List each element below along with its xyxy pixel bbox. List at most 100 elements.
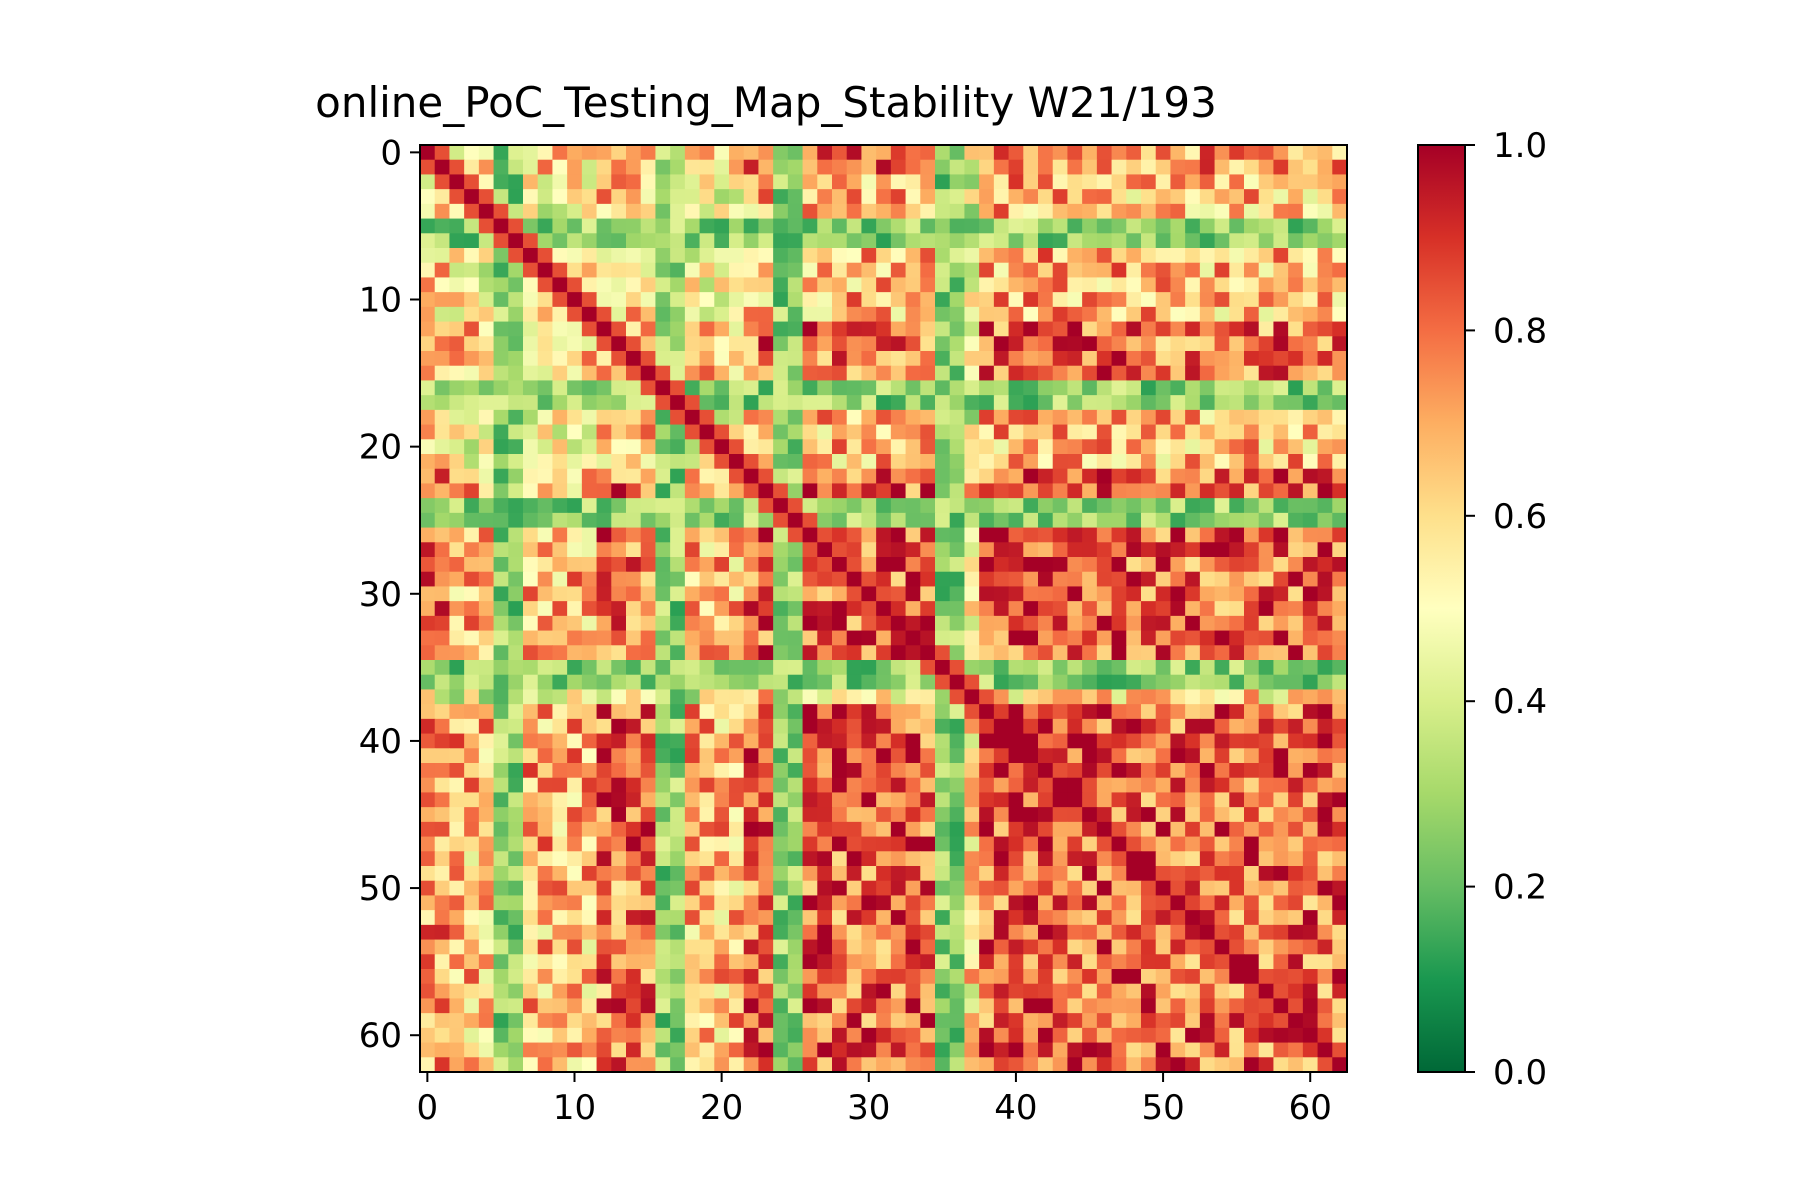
- heatmap-cell: [1141, 189, 1157, 205]
- heatmap-cell: [508, 424, 524, 440]
- heatmap-cell: [920, 689, 936, 705]
- heatmap-cell: [464, 924, 480, 941]
- heatmap-cell: [964, 351, 980, 367]
- heatmap-cell: [714, 851, 730, 867]
- heatmap-cell: [508, 262, 524, 279]
- heatmap-cell: [1126, 365, 1142, 382]
- heatmap-cell: [449, 365, 465, 382]
- heatmap-cell: [1052, 454, 1069, 470]
- heatmap-cell: [434, 306, 451, 323]
- heatmap-cell: [1185, 880, 1201, 897]
- heatmap-cell: [1258, 365, 1275, 382]
- heatmap-cell: [1096, 380, 1113, 396]
- heatmap-cell: [1288, 233, 1304, 249]
- heatmap-cell: [1067, 174, 1083, 190]
- heatmap-cell: [817, 969, 833, 985]
- heatmap-cell: [743, 630, 760, 646]
- heatmap-cell: [1170, 189, 1186, 205]
- heatmap-cell: [905, 145, 921, 161]
- heatmap-cell: [846, 718, 863, 735]
- heatmap-cell: [1023, 615, 1039, 632]
- heatmap-cell: [567, 983, 583, 1000]
- heatmap-cell: [1317, 777, 1333, 794]
- heatmap-cell: [1258, 630, 1275, 646]
- heatmap-cell: [861, 395, 877, 411]
- heatmap-cell: [670, 1013, 686, 1029]
- heatmap-cell: [523, 483, 539, 499]
- heatmap-cell: [1096, 321, 1113, 337]
- heatmap-cell: [890, 262, 907, 279]
- heatmap-cell: [434, 409, 451, 426]
- heatmap-cell: [478, 174, 495, 190]
- heatmap-cell: [1008, 277, 1024, 293]
- heatmap-cell: [787, 718, 804, 735]
- heatmap-cell: [1155, 292, 1172, 308]
- heatmap-cell: [1023, 689, 1039, 705]
- heatmap-cell: [552, 836, 568, 852]
- heatmap-cell: [935, 306, 951, 323]
- heatmap-cell: [1052, 630, 1069, 646]
- heatmap-cell: [640, 424, 657, 440]
- heatmap-cell: [1067, 763, 1083, 779]
- heatmap-cell: [449, 821, 465, 838]
- heatmap-cell: [1111, 660, 1127, 676]
- heatmap-cell: [817, 159, 833, 176]
- x-tick-label: 40: [994, 1088, 1037, 1128]
- heatmap-cell: [1023, 527, 1039, 543]
- heatmap-cell: [1229, 218, 1245, 234]
- heatmap-cell: [729, 983, 745, 1000]
- heatmap-cell: [1214, 498, 1230, 514]
- heatmap-cell: [949, 145, 966, 161]
- heatmap-cell: [493, 409, 509, 426]
- heatmap-cell: [1082, 645, 1098, 661]
- heatmap-cell: [876, 512, 892, 529]
- heatmap-cell: [523, 174, 539, 190]
- heatmap-cell: [949, 615, 966, 632]
- heatmap-cell: [920, 733, 936, 749]
- heatmap-cell: [434, 203, 451, 220]
- heatmap-cell: [773, 615, 789, 632]
- heatmap-cell: [699, 351, 715, 367]
- heatmap-cell: [1332, 424, 1348, 440]
- heatmap-cell: [817, 277, 833, 293]
- heatmap-cell: [729, 777, 745, 794]
- heatmap-cell: [1332, 174, 1348, 190]
- heatmap-cell: [905, 807, 921, 823]
- heatmap-cell: [1229, 145, 1245, 161]
- heatmap-cell: [493, 468, 509, 485]
- heatmap-cell: [670, 365, 686, 382]
- heatmap-cell: [567, 866, 583, 882]
- heatmap-cell: [773, 674, 789, 691]
- heatmap-cell: [1141, 910, 1157, 926]
- heatmap-cell: [979, 542, 995, 558]
- heatmap-cell: [979, 924, 995, 941]
- heatmap-cell: [802, 983, 818, 1000]
- heatmap-cell: [478, 203, 495, 220]
- heatmap-cell: [684, 468, 701, 485]
- heatmap-cell: [1052, 704, 1069, 720]
- heatmap-cell: [905, 542, 921, 558]
- heatmap-cell: [729, 733, 745, 749]
- heatmap-cell: [699, 498, 715, 514]
- heatmap-cell: [802, 763, 818, 779]
- heatmap-cell: [478, 998, 495, 1014]
- heatmap-cell: [478, 439, 495, 455]
- heatmap-cell: [552, 159, 568, 176]
- heatmap-cell: [1111, 630, 1127, 646]
- heatmap-cell: [537, 454, 554, 470]
- heatmap-cell: [655, 880, 671, 897]
- colorbar-tick-label: 0.2: [1493, 868, 1547, 908]
- heatmap-cell: [596, 395, 612, 411]
- heatmap-cell: [655, 277, 671, 293]
- heatmap-cell: [537, 233, 554, 249]
- heatmap-cell: [1302, 851, 1319, 867]
- heatmap-cell: [552, 218, 568, 234]
- heatmap-cell: [493, 306, 509, 323]
- heatmap-cell: [523, 1057, 539, 1073]
- heatmap-cell: [1155, 557, 1172, 573]
- heatmap-cell: [1111, 145, 1127, 161]
- heatmap-cell: [846, 277, 863, 293]
- heatmap-cell: [964, 1042, 980, 1058]
- heatmap-cell: [1214, 203, 1230, 220]
- heatmap-cell: [611, 866, 627, 882]
